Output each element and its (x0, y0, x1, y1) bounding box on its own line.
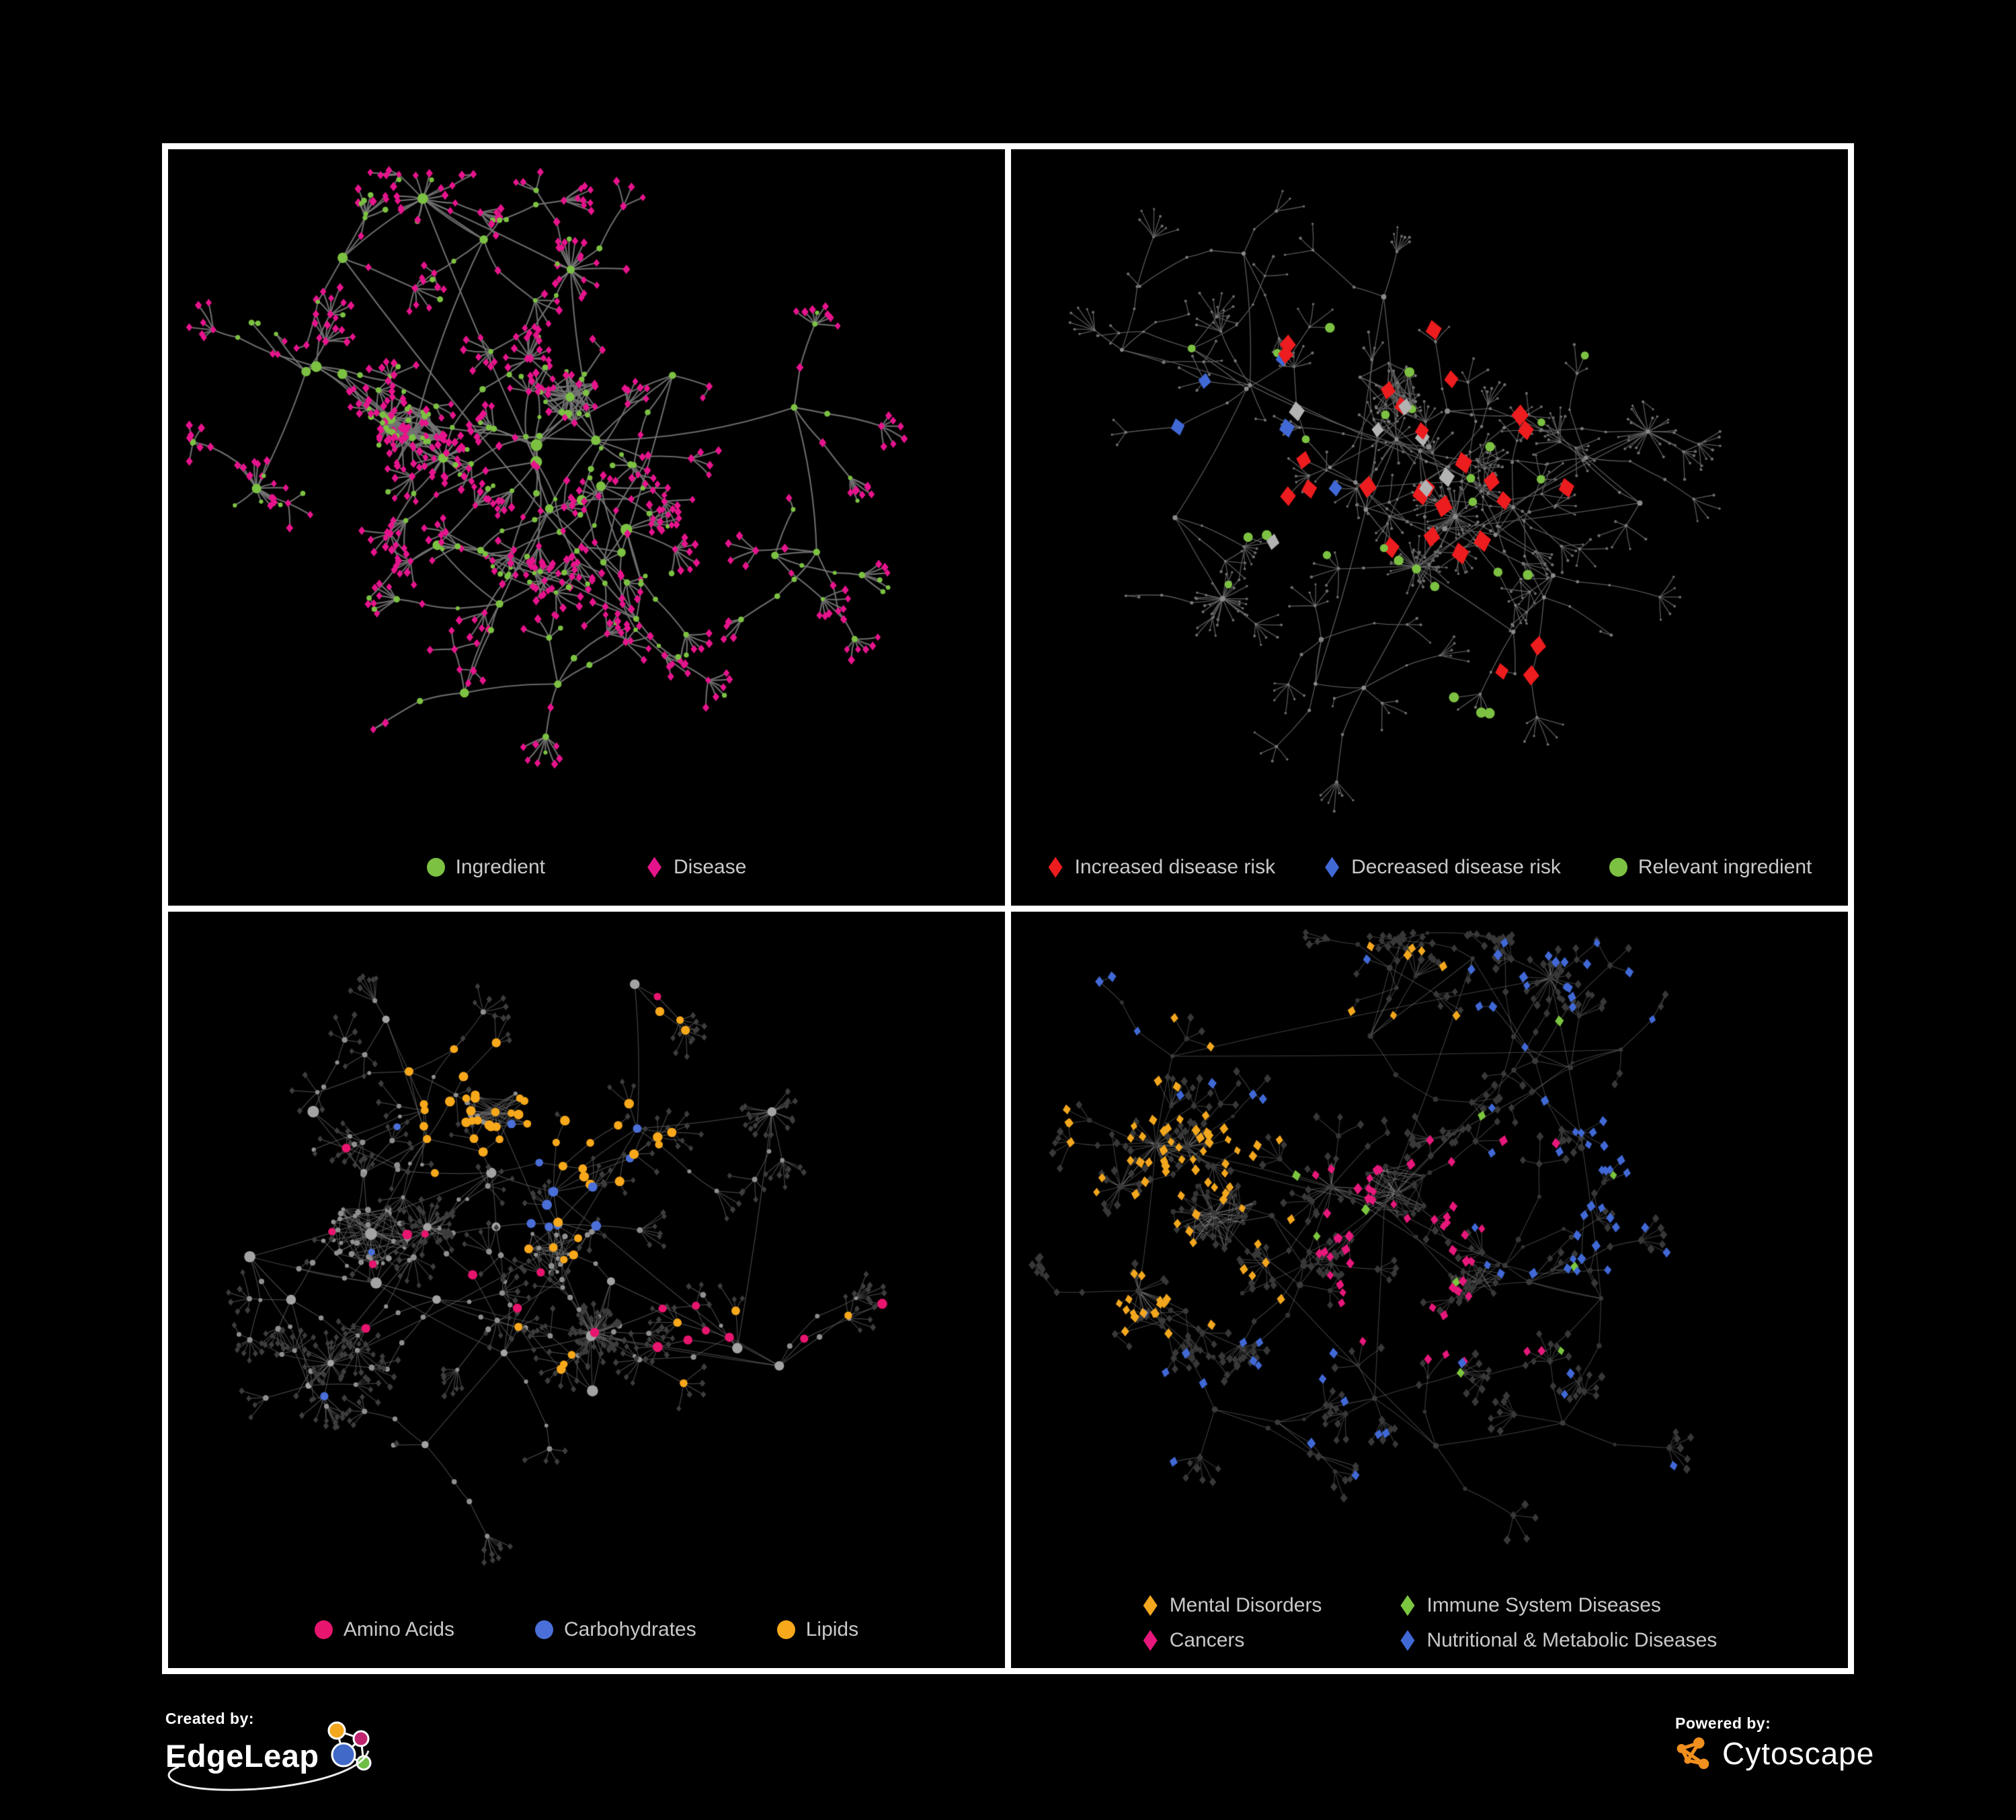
panel-chemical-class: Amino Acids Carbohydrates Lipids (168, 912, 1005, 1668)
cytoscape-brand-row: Cytoscape (1675, 1734, 1874, 1773)
legend-label: Mental Disorders (1169, 1594, 1322, 1616)
panel-disease-class: Mental Disorders Immune System Diseases … (1011, 912, 1848, 1668)
decreased-risk-marker-icon (1325, 857, 1340, 878)
mental-disorders-marker-icon (1143, 1595, 1158, 1616)
legend-item-lipids: Lipids (776, 1618, 859, 1641)
network-canvas-chemical-class (172, 916, 1001, 1593)
legend-ingredient-disease: Ingredient Disease (168, 856, 1005, 879)
legend-label: Carbohydrates (563, 1618, 696, 1640)
legend-label: Disease (674, 856, 747, 878)
edgeleap-brand-row: EdgeLeap (165, 1721, 378, 1791)
edgeleap-logo-icon (327, 1721, 372, 1771)
disease-marker-icon (647, 857, 662, 878)
legend-item-immune-diseases: Immune System Diseases (1399, 1594, 1717, 1617)
legend-disease-risk: Increased disease risk Decreased disease… (1011, 856, 1848, 879)
network-canvas-ingredient-disease (172, 153, 1001, 830)
legend-label: Immune System Diseases (1426, 1594, 1661, 1616)
powered-by-label: Powered by: (1675, 1714, 1771, 1732)
edgeleap-wordmark: EdgeLeap (165, 1737, 319, 1774)
cancers-marker-icon (1143, 1630, 1158, 1651)
legend-chemical-class: Amino Acids Carbohydrates Lipids (168, 1618, 1005, 1641)
legend-label: Decreased disease risk (1351, 856, 1561, 878)
legend-label: Increased disease risk (1074, 856, 1276, 878)
legend-item-disease: Disease (646, 856, 746, 879)
legend-label: Nutritional & Metabolic Diseases (1426, 1629, 1718, 1651)
legend-item-mental-disorders: Mental Disorders (1142, 1594, 1322, 1617)
cytoscape-logo-icon (1677, 1737, 1709, 1770)
legend-item-relevant-ingredient: Relevant ingredient (1609, 856, 1812, 879)
legend-item-nutritional-metabolic: Nutritional & Metabolic Diseases (1399, 1629, 1717, 1652)
panel-disease-risk: Increased disease risk Decreased disease… (1011, 149, 1848, 906)
network-canvas-disease-class (1015, 916, 1844, 1593)
created-by-label: Created by: (165, 1710, 255, 1727)
legend-label: Cancers (1169, 1629, 1245, 1651)
legend-item-carbohydrates: Carbohydrates (534, 1618, 696, 1641)
edgeleap-credit: Created by: EdgeLeap (165, 1710, 378, 1791)
cytoscape-credit: Powered by: Cytoscape (1675, 1714, 1874, 1773)
legend-label: Lipids (805, 1618, 859, 1640)
legend-item-amino-acids: Amino Acids (314, 1618, 454, 1641)
nutritional-metabolic-marker-icon (1400, 1630, 1415, 1651)
cytoscape-wordmark: Cytoscape (1722, 1736, 1875, 1771)
legend-disease-class: Mental Disorders Immune System Diseases … (1011, 1594, 1848, 1652)
panel-grid: Ingredient Disease Increased disease ris… (162, 143, 1854, 1674)
increased-risk-marker-icon (1048, 857, 1063, 878)
ingredient-marker-icon (426, 858, 445, 877)
panel-ingredient-disease: Ingredient Disease (168, 149, 1005, 906)
carbohydrates-marker-icon (534, 1620, 553, 1639)
legend-item-decreased-risk: Decreased disease risk (1324, 856, 1561, 879)
legend-label: Relevant ingredient (1638, 856, 1812, 878)
legend-item-ingredient: Ingredient (426, 856, 546, 879)
legend-item-increased-risk: Increased disease risk (1047, 856, 1275, 879)
relevant-ingredient-marker-icon (1609, 858, 1627, 877)
immune-diseases-marker-icon (1400, 1595, 1415, 1616)
network-canvas-disease-risk (1015, 153, 1844, 830)
legend-item-cancers: Cancers (1142, 1629, 1322, 1652)
amino-acids-marker-icon (314, 1620, 333, 1639)
legend-label: Amino Acids (343, 1618, 454, 1640)
lipids-marker-icon (776, 1620, 795, 1639)
legend-label: Ingredient (455, 856, 546, 878)
